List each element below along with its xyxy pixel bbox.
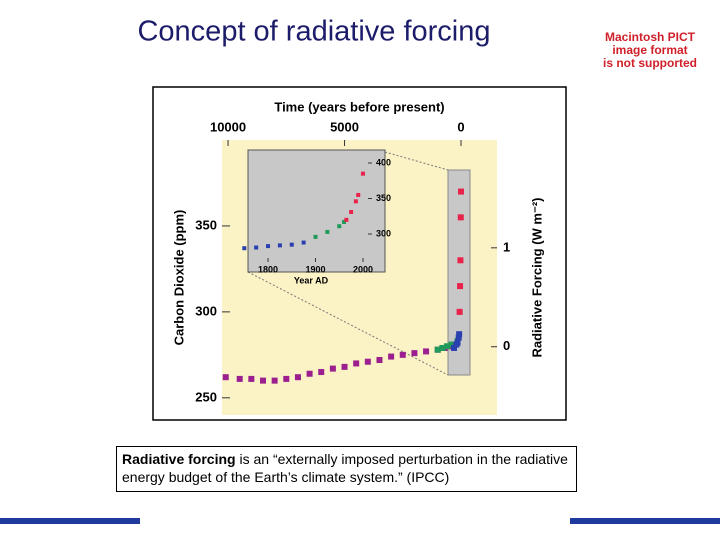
x-tick-label: 0 [457,119,464,134]
data-point [329,365,336,372]
data-point [344,217,349,222]
connector [384,151,449,171]
data-point [356,192,361,197]
slide-title: Concept of radiative forcing [137,16,490,48]
data-point [248,375,255,382]
data-point [283,375,290,382]
placeholder-line: is not supported [603,56,697,70]
footer-bar [570,518,720,524]
y-tick-label: 400 [376,157,391,167]
data-point [236,375,243,382]
data-point [353,199,358,204]
data-point [306,370,313,377]
data-point [457,257,464,264]
data-point [341,363,348,370]
y-tick-label: 250 [195,389,217,404]
data-point [259,377,266,384]
caption-text: is an “externally imposed perturbation i… [122,451,568,485]
x-tick-label: 2000 [353,264,373,274]
data-point [313,234,318,239]
caption: Radiative forcing is an “externally impo… [116,446,577,492]
data-point [337,224,342,229]
y-tick-label: 300 [376,228,391,238]
placeholder-line: Macintosh PICT [605,30,696,44]
y2-tick-label: 1 [503,239,510,254]
data-point [457,283,464,290]
data-point [399,351,406,358]
data-point [411,350,418,357]
data-point [454,339,461,346]
y2-tick-label: 0 [503,338,510,353]
y2-axis-label: Radiative Forcing (W m⁻²) [529,198,544,358]
data-point [341,219,346,224]
data-point [318,369,325,376]
data-point [301,240,306,245]
highlight-region [447,169,471,376]
y-tick-label: 300 [195,303,217,318]
data-point [222,374,229,381]
data-point [277,243,282,248]
data-point [455,334,462,341]
data-point [451,344,458,351]
data-point [353,360,360,367]
x-axis-label: Time (years before present) [274,99,444,114]
data-point [434,346,441,353]
data-point [457,214,464,221]
caption-bold: Radiative forcing [122,451,236,467]
data-point [458,188,465,195]
data-point [349,210,354,215]
data-point [266,244,271,249]
x-tick-label: 1900 [305,264,325,274]
footer-bar [0,518,140,524]
data-point [294,374,301,381]
data-point [254,245,259,250]
inset-frame [247,149,386,273]
x-tick-label: 1800 [258,264,278,274]
data-point [423,348,430,355]
data-point [439,344,446,351]
data-point [360,171,365,176]
data-point [271,377,278,384]
y-tick-label: 350 [376,193,391,203]
connector [247,271,449,376]
data-point [242,246,247,251]
data-point [388,353,395,360]
data-point [444,343,451,350]
data-point [376,357,383,363]
data-point [364,358,371,365]
data-point [325,229,330,234]
y-tick-label: 350 [195,217,217,232]
data-point [289,242,294,247]
x-tick-label: 10000 [210,119,246,134]
data-point [456,331,463,338]
data-point [456,308,463,315]
x-tick-label: 5000 [330,119,359,134]
y-axis-label: Carbon Dioxide (ppm) [171,210,186,346]
x-axis-label: Year AD [294,275,329,285]
placeholder-line: image format [612,43,687,57]
